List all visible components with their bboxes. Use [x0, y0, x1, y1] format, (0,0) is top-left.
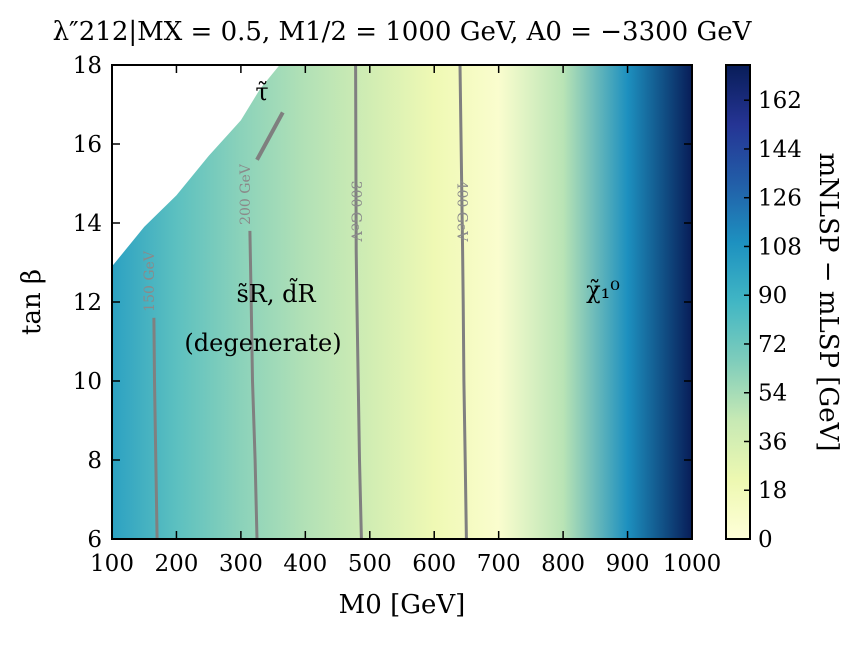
x-tick-label: 300: [219, 551, 263, 577]
x-tick-label: 700: [477, 551, 521, 577]
colorbar-tick-label: 162: [758, 88, 802, 114]
colorbar-tick-label: 90: [758, 283, 787, 309]
colorbar-tick-label: 0: [758, 527, 773, 553]
x-axis-label: M0 [GeV]: [339, 590, 466, 620]
contour-label: 200 GeV: [238, 163, 254, 225]
annotation-neutralino: χ̃₁⁰: [586, 276, 620, 304]
contour-line: [152, 317, 159, 539]
stau-boundary-line: [255, 111, 285, 161]
annotation-squarks: s̃R, d̃R: [236, 277, 316, 308]
contour-line: [458, 65, 468, 539]
contour-line: [248, 230, 259, 539]
excluded-region: [112, 65, 280, 267]
contour-layer: 150 GeV 200 GeV 300 GeV 400 GeV: [142, 65, 470, 539]
colorbar-tick-label: 36: [758, 429, 787, 455]
y-tick-label: 14: [73, 211, 102, 237]
colorbar-tick-label: 18: [758, 478, 787, 504]
contour-line: [354, 65, 363, 539]
x-tick-label: 1000: [663, 551, 722, 577]
colorbar-tick-label: 144: [758, 137, 802, 163]
colorbar-tick-label: 126: [758, 186, 802, 212]
x-tick-label: 900: [606, 551, 650, 577]
contour-label: 150 GeV: [142, 250, 158, 312]
x-tick-label: 200: [154, 551, 198, 577]
contour-label: 400 GeV: [454, 181, 470, 243]
colorbar-axis: 0 18 36 54 72 90 108 126 144 162: [744, 88, 802, 553]
y-axis: 6 8 10 12 14 16 18: [73, 53, 692, 553]
y-tick-label: 6: [87, 527, 102, 553]
annotation-degenerate: (degenerate): [184, 329, 341, 357]
x-tick-label: 400: [283, 551, 327, 577]
colorbar-tick-label: 108: [758, 234, 802, 260]
y-tick-label: 16: [73, 132, 102, 158]
contour-label: 300 GeV: [347, 181, 363, 243]
x-tick-label: 100: [90, 551, 134, 577]
y-tick-label: 12: [73, 290, 102, 316]
y-axis-label: tan β: [17, 269, 47, 335]
annotation-stau: τ̃: [255, 78, 268, 106]
y-tick-label: 8: [87, 448, 102, 474]
x-tick-label: 800: [541, 551, 585, 577]
colorbar-tick-label: 54: [758, 381, 787, 407]
y-tick-label: 18: [73, 53, 102, 79]
colorbar-tick-label: 72: [758, 332, 787, 358]
x-tick-label: 500: [348, 551, 392, 577]
colorbar: [725, 64, 751, 540]
x-axis: 100 200 300 400 500 600 700 800 900 1000: [90, 65, 721, 577]
colorbar-label: mNLSP − mLSP [GeV]: [813, 153, 843, 452]
y-tick-label: 10: [73, 369, 102, 395]
chart-title: λ″212|MX = 0.5, M1/2 = 1000 GeV, A0 = −3…: [53, 17, 753, 47]
x-tick-label: 600: [412, 551, 456, 577]
